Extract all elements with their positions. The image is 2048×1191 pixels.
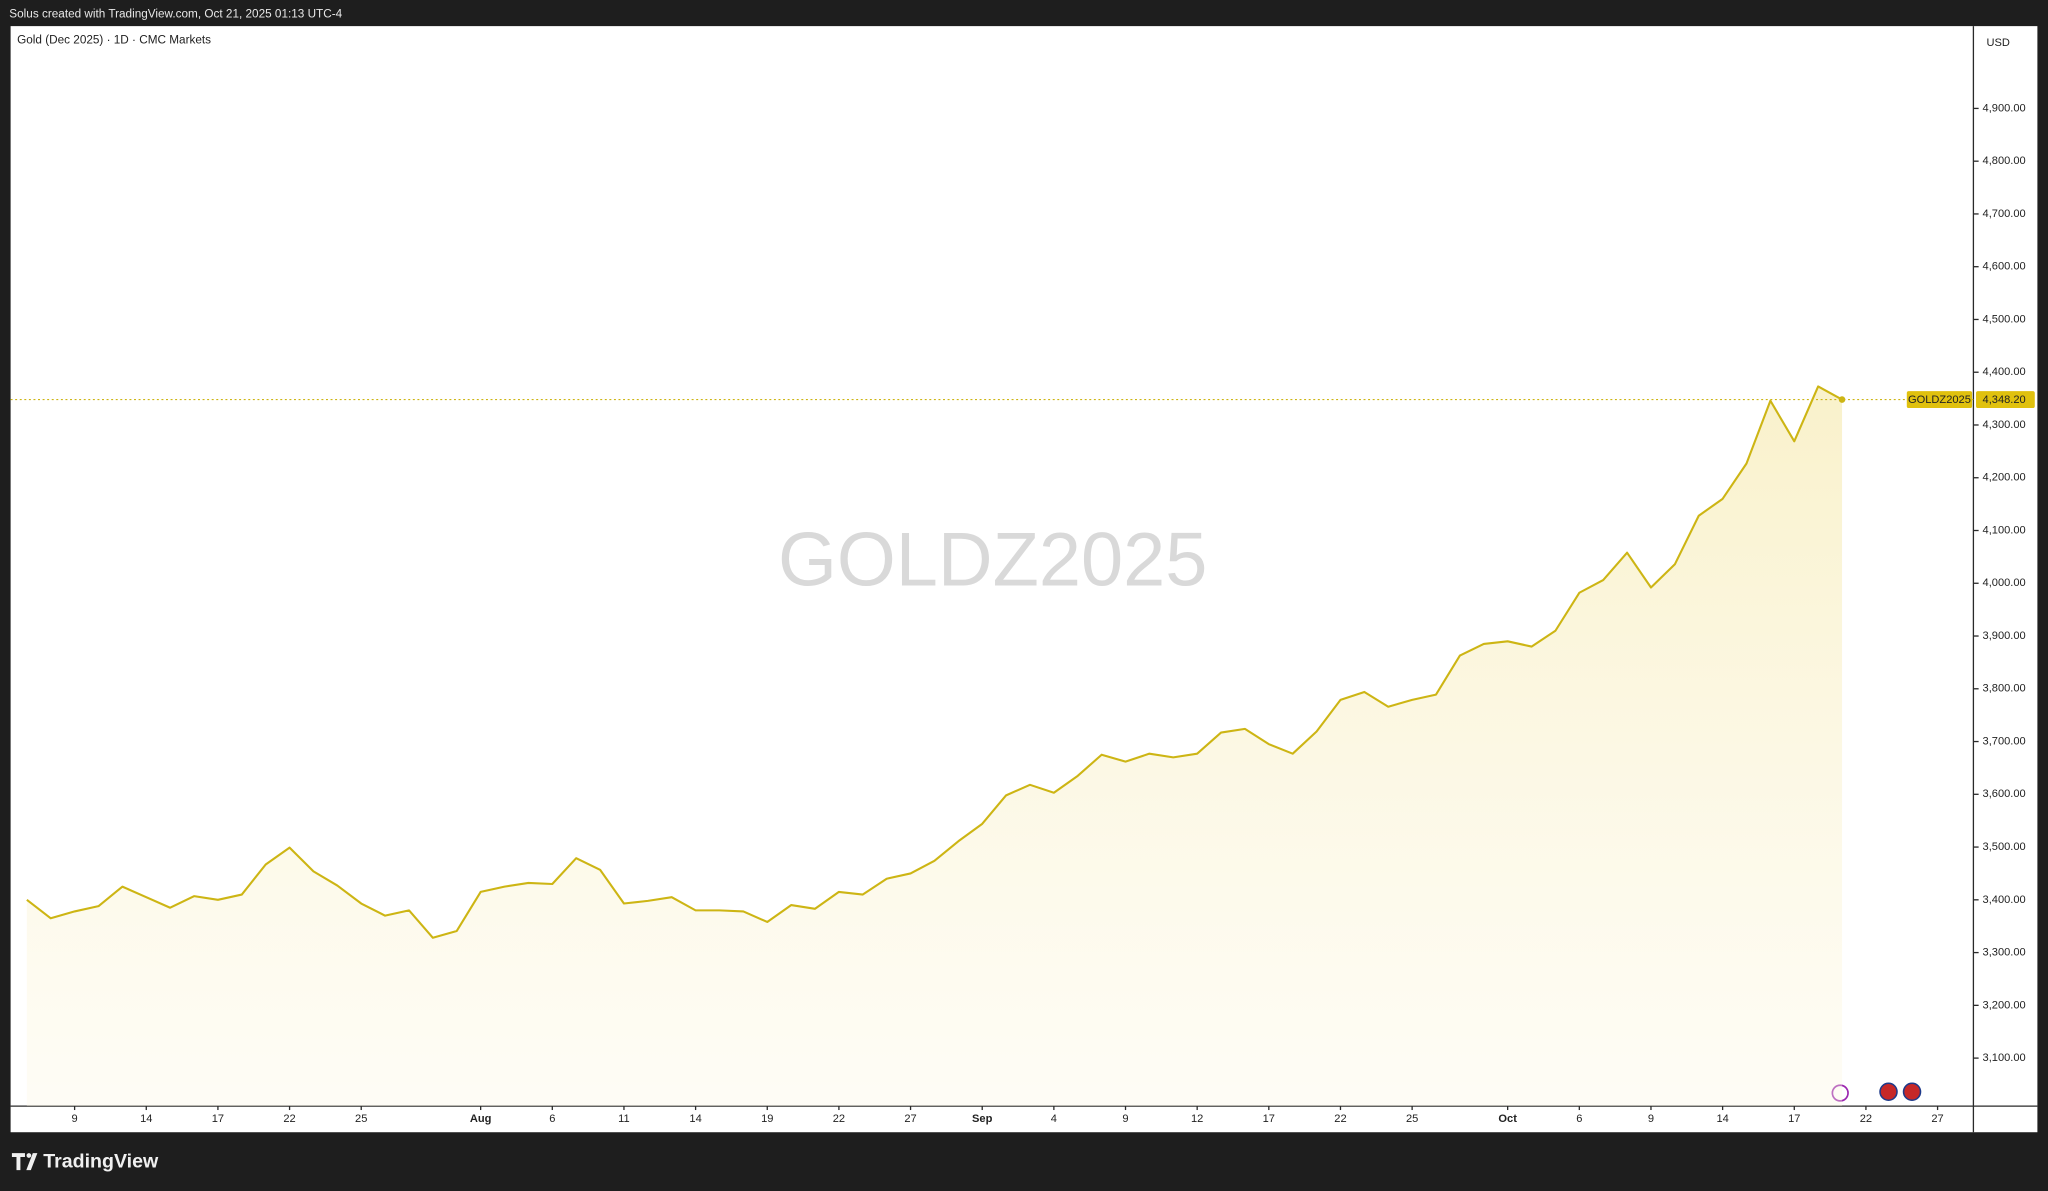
brand-logo (11, 1153, 38, 1171)
x-tick-label: 22 (833, 1113, 845, 1125)
x-tick-label: 6 (549, 1113, 555, 1125)
event-icon (1879, 1082, 1898, 1102)
x-tick-label: 25 (355, 1113, 367, 1125)
x-tick-label: Oct (1498, 1113, 1517, 1125)
y-tick-label: 3,700.00 (1983, 735, 2026, 747)
brand: TradingView (11, 1150, 159, 1172)
x-tick-label: 17 (212, 1113, 224, 1125)
x-tick-label: Aug (470, 1113, 492, 1125)
x-tick-label: 14 (140, 1113, 152, 1125)
x-tick-label: 4 (1051, 1113, 1057, 1125)
x-tick-label: 22 (1860, 1113, 1872, 1125)
x-tick-label: 6 (1576, 1113, 1582, 1125)
y-tick-label: 3,600.00 (1983, 788, 2026, 800)
y-tick-label: 4,400.00 (1983, 366, 2026, 378)
x-tick-label: 22 (1334, 1113, 1346, 1125)
x-tick-label: 11 (618, 1113, 630, 1125)
x-tick-label: 12 (1191, 1113, 1203, 1125)
symbol-label-bg (1906, 391, 1973, 409)
y-tick-label: 4,700.00 (1983, 208, 2026, 220)
watermark: GOLDZ2025 (778, 517, 1207, 602)
legend-text: Gold (Dec 2025) · 1D · CMC Markets (17, 34, 211, 47)
y-tick-label: 4,100.00 (1983, 524, 2026, 536)
y-tick-label: 3,200.00 (1983, 999, 2026, 1011)
y-tick-label: 3,800.00 (1983, 683, 2026, 695)
price-label: 4,348.20 (1983, 394, 2026, 406)
x-tick-label: 17 (1788, 1113, 1800, 1125)
x-tick-label: 19 (761, 1113, 773, 1125)
x-tick-label: 9 (1648, 1113, 1654, 1125)
event-icon (1902, 1082, 1922, 1102)
x-tick-label: 22 (283, 1113, 295, 1125)
y-tick-label: 3,100.00 (1983, 1052, 2026, 1064)
x-tick-label: 25 (1406, 1113, 1418, 1125)
x-tick-label: 27 (904, 1113, 916, 1125)
y-tick-label: 4,900.00 (1983, 102, 2026, 114)
area-fill (26, 386, 1843, 1107)
event-icons (1831, 1082, 1922, 1102)
y-tick-label: 4,600.00 (1983, 261, 2026, 273)
brand-name: TradingView (43, 1150, 159, 1172)
y-tick-label: 3,400.00 (1983, 894, 2026, 906)
y-tick-label: 4,300.00 (1983, 419, 2026, 431)
last-point (1838, 396, 1846, 403)
x-tick-label: 9 (1122, 1113, 1128, 1125)
x-tick-label: 14 (689, 1113, 701, 1125)
y-tick-label: 4,500.00 (1983, 313, 2026, 325)
y-tick-label: 4,800.00 (1983, 155, 2026, 167)
y-tick-label: 3,500.00 (1983, 841, 2026, 853)
price-line (26, 385, 1843, 939)
y-tick-label: 4,200.00 (1983, 472, 2026, 484)
x-tick-label: 17 (1263, 1113, 1275, 1125)
y-tick-label: 3,300.00 (1983, 947, 2026, 959)
currency-label: USD (1986, 37, 2009, 49)
x-tick-label: 14 (1716, 1113, 1728, 1125)
x-tick-label: Sep (972, 1113, 993, 1125)
x-tick-label: 9 (72, 1113, 78, 1125)
plot-area (10, 385, 1974, 1107)
header-text: Solus created with TradingView.com, Oct … (9, 7, 342, 20)
symbol-label: GOLDZ2025 (1908, 394, 1971, 406)
x-tick-label: 27 (1931, 1113, 1943, 1125)
y-tick-label: 3,900.00 (1983, 630, 2026, 642)
price-label-bg (1976, 391, 2035, 409)
y-tick-label: 4,000.00 (1983, 577, 2026, 589)
